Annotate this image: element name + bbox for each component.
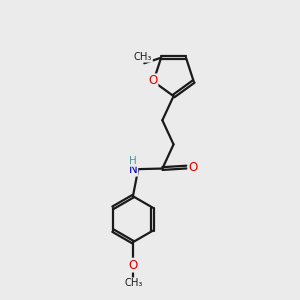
Text: O: O [188,160,198,174]
Text: N: N [128,163,137,176]
Text: CH₃: CH₃ [134,52,152,62]
Text: O: O [128,259,137,272]
Text: O: O [148,74,158,87]
Text: CH₃: CH₃ [124,278,143,288]
Text: H: H [129,156,137,166]
